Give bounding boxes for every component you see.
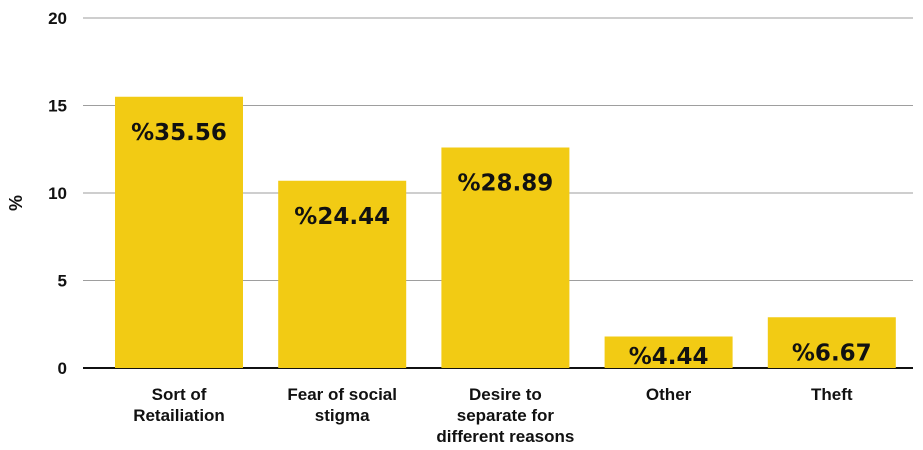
data-label: %35.56 — [131, 120, 227, 146]
category-label: Theft — [811, 385, 853, 404]
y-tick-label: 15 — [48, 97, 67, 116]
y-tick-label: 20 — [48, 9, 67, 28]
data-label: %4.44 — [629, 344, 709, 370]
data-label: %28.89 — [458, 171, 554, 197]
bar — [278, 180, 407, 368]
bar — [767, 317, 896, 368]
bar — [115, 96, 243, 368]
bar-layer — [115, 96, 896, 368]
bar — [604, 336, 733, 368]
y-tick-label: 0 — [58, 359, 67, 378]
category-label: Fear of social stigma — [287, 385, 397, 425]
y-tick-layer: 0 5 10 15 20 — [48, 9, 67, 378]
data-label-layer: %35.56 %24.44 %28.89 %4.44 %6.67 — [131, 120, 872, 370]
category-label: Sort of Retailiation — [133, 385, 225, 425]
bar — [441, 147, 570, 368]
data-label: %24.44 — [294, 204, 390, 230]
category-label: Other — [646, 385, 692, 404]
y-axis-label: % — [6, 195, 26, 211]
category-label-layer: Sort of Retailiation Fear of social stigma D… — [133, 385, 853, 446]
y-tick-label: 5 — [58, 272, 67, 291]
category-label: Desire to separate for different reasons — [436, 385, 574, 446]
data-label: %6.67 — [792, 340, 872, 366]
y-tick-label: 10 — [48, 184, 67, 203]
